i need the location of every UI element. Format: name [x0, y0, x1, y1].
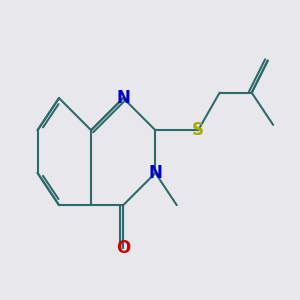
Text: N: N [148, 164, 162, 182]
Text: S: S [192, 121, 204, 139]
Text: O: O [116, 239, 130, 257]
Text: N: N [116, 89, 130, 107]
